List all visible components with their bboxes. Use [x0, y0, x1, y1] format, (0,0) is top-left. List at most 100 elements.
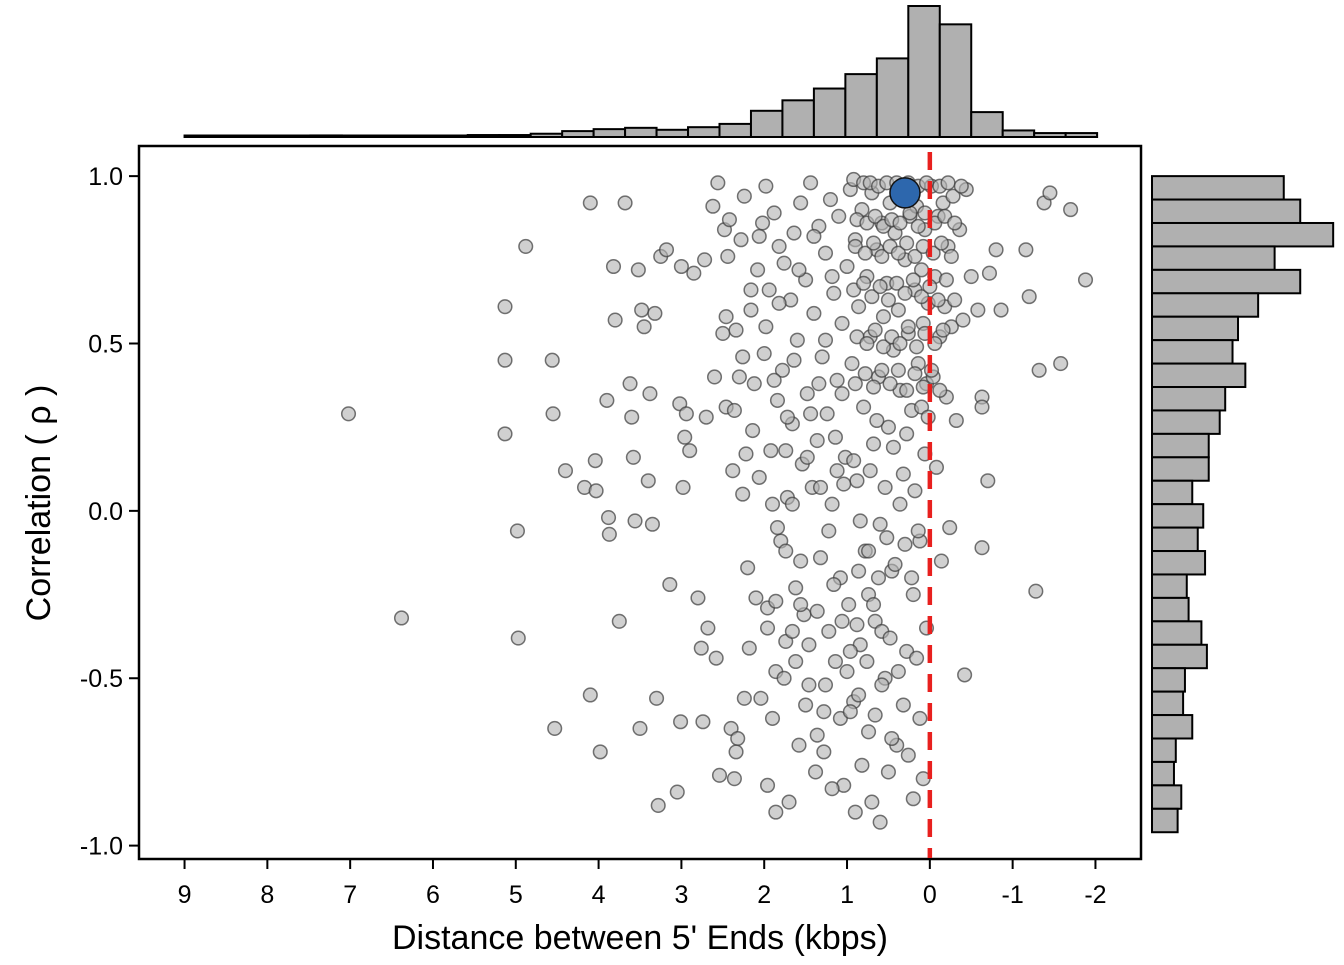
data-point	[842, 704, 858, 720]
data-point	[779, 409, 795, 425]
top-histogram-bar	[529, 132, 564, 139]
data-point	[751, 469, 767, 485]
top-histogram-bar	[561, 130, 595, 138]
data-point	[759, 777, 776, 793]
data-point	[938, 272, 954, 288]
data-point	[763, 443, 779, 459]
right-histogram-bar	[1151, 573, 1188, 599]
top-histogram-bar	[277, 134, 312, 138]
top-histogram-bar	[907, 5, 941, 138]
data-point	[735, 486, 751, 502]
data-point	[705, 198, 721, 214]
data-point	[799, 449, 815, 465]
data-point	[592, 744, 608, 760]
data-point	[766, 372, 782, 388]
data-point	[842, 643, 858, 660]
data-point	[758, 178, 774, 194]
data-point	[865, 436, 882, 452]
data-point	[874, 248, 890, 265]
data-point	[726, 402, 742, 418]
scatter-points	[340, 171, 1094, 830]
top-histogram-bar	[718, 122, 752, 139]
data-point	[721, 212, 737, 228]
data-point	[890, 663, 906, 680]
data-point	[988, 242, 1004, 258]
data-point	[812, 550, 829, 566]
top-histogram-bar	[1064, 132, 1099, 139]
data-point	[774, 362, 790, 378]
data-point	[809, 603, 825, 619]
data-point	[789, 332, 805, 348]
right-histogram-bar	[1151, 175, 1285, 201]
data-point	[640, 473, 656, 489]
x-axis-label: Distance between 5' Ends (kbps)	[392, 919, 888, 957]
data-point	[880, 764, 896, 780]
data-point	[945, 188, 961, 204]
top-histogram-bar	[1033, 132, 1067, 139]
right-histogram-bar	[1151, 432, 1210, 459]
data-point	[910, 523, 926, 539]
data-point	[880, 292, 896, 308]
y-axis-label: Correlation ( ρ )	[20, 385, 58, 622]
data-point	[963, 268, 979, 285]
data-point	[826, 285, 842, 301]
data-point	[932, 382, 948, 398]
data-point	[730, 730, 746, 747]
x-tick-label: 7	[343, 881, 357, 909]
data-point	[889, 275, 905, 291]
data-point	[910, 218, 926, 234]
data-point	[793, 553, 809, 569]
data-point	[824, 496, 840, 512]
top-histogram-bar	[749, 109, 784, 139]
data-point	[617, 195, 633, 211]
top-histogram-bar	[781, 99, 815, 138]
data-point	[864, 289, 880, 305]
data-point	[642, 386, 658, 402]
y-tick-label: -1.0	[80, 833, 123, 861]
data-point	[928, 459, 945, 475]
data-point	[882, 630, 898, 646]
data-point	[751, 228, 767, 244]
data-point	[907, 248, 923, 265]
data-point	[801, 637, 817, 653]
top-histogram-bar	[498, 134, 532, 139]
data-point	[761, 282, 777, 298]
data-point	[819, 406, 835, 422]
y-tick-label: 0.0	[88, 498, 123, 526]
data-point	[758, 319, 774, 335]
data-point	[599, 392, 615, 408]
data-point	[738, 446, 754, 462]
data-point	[340, 406, 357, 422]
right-histogram-bar	[1151, 362, 1247, 389]
data-point	[857, 366, 873, 382]
top-histogram-bar	[403, 134, 438, 138]
data-point	[847, 804, 863, 820]
data-point	[711, 767, 728, 783]
data-point	[861, 724, 877, 740]
data-point	[899, 382, 915, 398]
data-point	[851, 299, 867, 315]
right-histogram-bar	[1151, 784, 1183, 810]
data-point	[892, 496, 908, 512]
data-point	[649, 690, 665, 706]
data-point	[856, 275, 872, 291]
x-tick-label: 2	[757, 881, 771, 909]
data-point	[905, 791, 921, 807]
data-point	[862, 463, 878, 479]
top-histogram-bar	[1001, 129, 1036, 138]
right-histogram-bar	[1151, 479, 1194, 506]
data-point	[799, 386, 815, 402]
data-point	[940, 175, 956, 191]
data-point	[1063, 202, 1079, 218]
data-point	[867, 322, 883, 338]
x-tick-label: 4	[592, 881, 606, 909]
data-point	[953, 178, 969, 194]
right-histogram-bar	[1151, 737, 1177, 763]
data-point	[943, 248, 959, 265]
highlighted-point	[889, 177, 921, 209]
data-point	[836, 476, 852, 492]
data-point	[622, 376, 638, 392]
data-point	[957, 667, 973, 683]
data-point	[803, 406, 819, 422]
data-point	[518, 238, 534, 254]
